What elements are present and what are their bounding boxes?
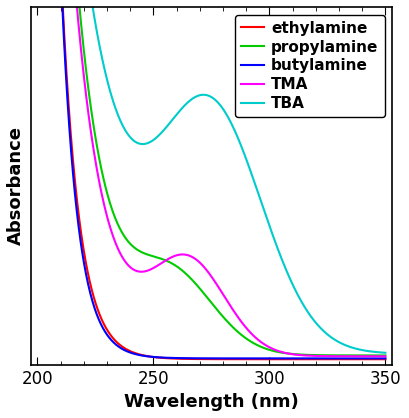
TMA [183,252,188,257]
butylamine [183,356,188,361]
Y-axis label: Absorbance: Absorbance [7,126,25,245]
butylamine [196,356,201,361]
ethylamine [183,357,188,362]
ethylamine [62,35,67,40]
TBA [383,350,388,355]
Line: TMA: TMA [38,0,385,356]
TBA [190,96,195,101]
Legend: ethylamine, propylamine, butylamine, TMA, TBA: ethylamine, propylamine, butylamine, TMA… [234,15,385,117]
TMA [196,259,201,264]
ethylamine [233,357,238,362]
ethylamine [76,211,81,216]
Line: ethylamine: ethylamine [38,0,385,359]
ethylamine [383,357,388,362]
TBA [196,93,201,98]
butylamine [233,356,238,361]
Line: propylamine: propylamine [38,0,385,355]
propylamine [183,270,188,275]
ethylamine [196,357,201,362]
TMA [383,354,388,359]
Line: TBA: TBA [38,0,385,353]
butylamine [383,356,388,361]
butylamine [62,45,67,50]
propylamine [383,353,388,358]
propylamine [196,285,201,290]
TBA [233,130,238,135]
ethylamine [190,357,195,362]
TMA [76,22,81,27]
butylamine [190,356,195,361]
propylamine [233,327,238,332]
TMA [233,311,238,316]
butylamine [76,224,81,229]
X-axis label: Wavelength (nm): Wavelength (nm) [124,393,299,411]
propylamine [190,278,195,283]
TBA [183,102,188,107]
Line: butylamine: butylamine [38,0,385,358]
TMA [190,255,195,260]
